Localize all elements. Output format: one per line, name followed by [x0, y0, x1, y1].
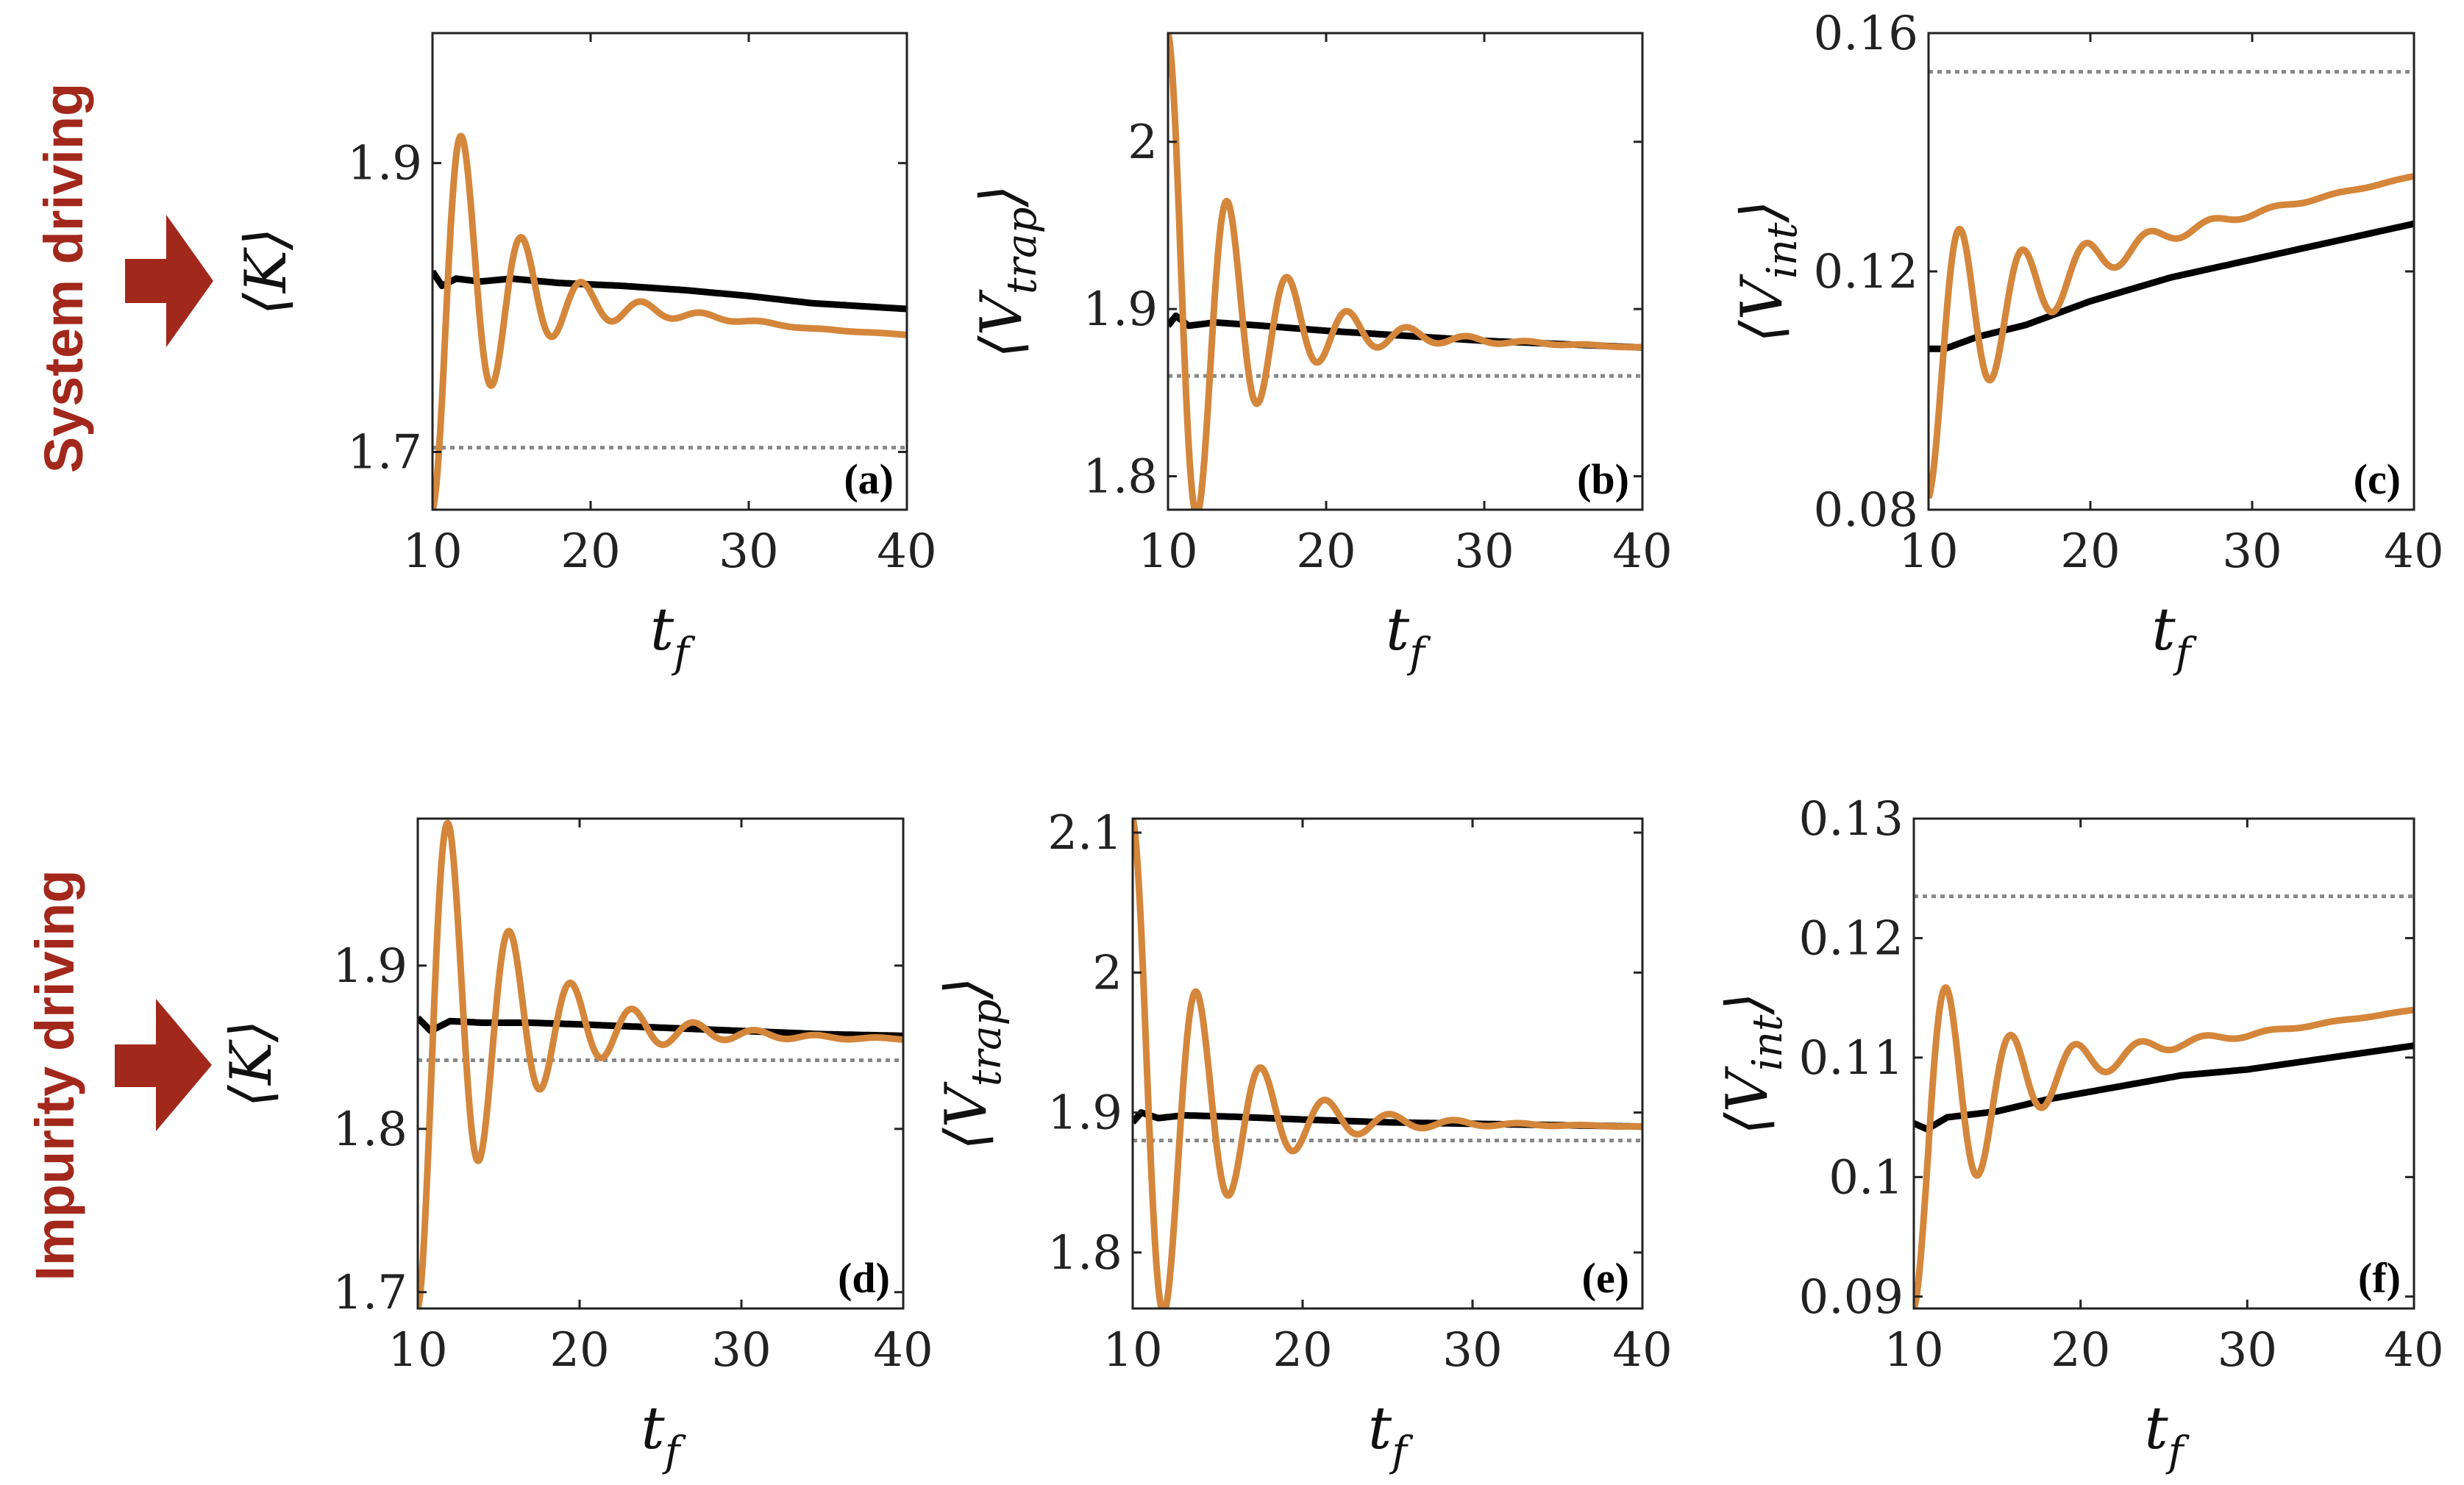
x-tick-label: 10	[1138, 524, 1197, 579]
plot-frame	[1131, 817, 1644, 1310]
x-tick-label: 10	[1884, 1323, 1943, 1378]
x-tick-label: 20	[1272, 1323, 1332, 1378]
x-tick-label: 30	[2222, 524, 2282, 579]
series-driven-line	[1133, 819, 1642, 1308]
panel-a: 10 20 30 40 1.7 1.9 tf ⟨K⟩ (a)	[233, 32, 937, 677]
y-tick-label: 1.9	[347, 137, 422, 191]
panel-label: (c)	[2354, 455, 2401, 503]
series-reference-line	[1914, 1042, 2414, 1133]
x-axis-title: tf	[2152, 595, 2198, 677]
y-tick-label: 2.1	[1047, 806, 1122, 861]
y-tick-label: 1.9	[1083, 282, 1158, 337]
series-reference-line	[1929, 220, 2414, 352]
row-label-system: System driving	[33, 83, 94, 474]
x-tick-label: 30	[1442, 1323, 1502, 1378]
panel-b: 10 20 30 40 1.8 1.9 2 tf ⟨Vtrap⟩ (b)	[969, 32, 1673, 677]
y-tick-label: 2	[1092, 946, 1122, 1000]
y-tick-label: 1.9	[332, 939, 407, 994]
x-tick-label: 30	[2218, 1323, 2277, 1378]
y-tick-label: 1.8	[1083, 450, 1158, 505]
x-tick-label: 40	[877, 524, 936, 579]
plot-frame	[431, 32, 908, 511]
y-tick-label: 0.08	[1814, 483, 1919, 538]
y-tick-label: 0.11	[1799, 1031, 1904, 1086]
panel-label: (a)	[844, 455, 894, 503]
x-tick-label: 40	[873, 1323, 933, 1378]
x-tick-label: 40	[1612, 1323, 1672, 1378]
x-axis-title: tf	[650, 595, 696, 677]
plot-frame	[1912, 817, 2415, 1310]
panel-label: (f)	[2358, 1254, 2401, 1302]
x-tick-label: 30	[1454, 524, 1514, 579]
y-tick-label: 0.1	[1829, 1150, 1904, 1205]
plot-frame	[416, 817, 905, 1310]
panel-label: (d)	[838, 1254, 890, 1302]
series-driven-line	[1914, 984, 2414, 1308]
panel-e: 10 20 30 40 1.8 1.9 2 2.1 tf ⟨Vtrap⟩ (e)	[933, 806, 1673, 1476]
x-tick-label: 20	[2060, 524, 2120, 579]
y-tick-label: 1.7	[347, 425, 422, 480]
row-label-impurity: Impurity driving	[24, 869, 85, 1281]
x-tick-label: 30	[711, 1323, 771, 1378]
x-tick-label: 20	[549, 1323, 609, 1378]
x-tick-label: 20	[2051, 1323, 2110, 1378]
series-driven-line	[1168, 33, 1642, 510]
y-axis-title: ⟨K⟩	[218, 1019, 285, 1107]
y-tick-label: 0.09	[1799, 1270, 1904, 1325]
x-tick-label: 10	[1898, 524, 1958, 579]
series-driven-line	[1929, 173, 2414, 499]
y-tick-label: 0.16	[1814, 7, 1919, 61]
panel-label: (b)	[1577, 455, 1629, 503]
plot-frame	[1167, 32, 1644, 511]
x-tick-label: 40	[1612, 524, 1672, 579]
y-tick-label: 1.8	[1047, 1226, 1122, 1281]
x-tick-label: 10	[1103, 1323, 1162, 1378]
y-tick-label: 1.8	[332, 1103, 407, 1157]
row-arrow-impurity	[115, 999, 212, 1131]
plot-frame	[1927, 32, 2415, 511]
y-tick-label: 0.13	[1799, 792, 1904, 847]
y-axis-title: ⟨K⟩	[233, 227, 299, 315]
y-tick-label: 1.9	[1047, 1086, 1122, 1141]
y-axis-title: ⟨Vtrap⟩	[969, 185, 1046, 358]
x-tick-label: 10	[402, 524, 462, 579]
row-arrow-system	[125, 215, 213, 347]
x-axis-title: tf	[641, 1394, 687, 1476]
panel-d: 10 20 30 40 1.7 1.8 1.9 tf ⟨K⟩ (d)	[218, 817, 933, 1476]
y-tick-label: 1.7	[332, 1266, 407, 1320]
y-axis-title: ⟨Vtrap⟩	[933, 977, 1011, 1150]
x-tick-label: 40	[2384, 524, 2443, 579]
panel-f: 10 20 30 40 0.09 0.1 0.11 0.12 0.13 tf ⟨Vint⟩ (f)	[1715, 792, 2444, 1476]
panel-c: 10 20 30 40 0.08 0.12 0.16 tf ⟨Vint⟩ (c)	[1729, 7, 2444, 677]
x-tick-label: 10	[388, 1323, 447, 1378]
x-axis-title: tf	[1386, 595, 1431, 677]
series-driven-line	[418, 819, 903, 1308]
y-axis-title: ⟨Vint⟩	[1715, 992, 1792, 1135]
y-axis-title: ⟨Vint⟩	[1729, 200, 1806, 343]
x-axis-title: tf	[2145, 1394, 2190, 1476]
series-driven-line	[432, 132, 907, 510]
x-tick-label: 30	[719, 524, 778, 579]
y-tick-label: 0.12	[1799, 911, 1904, 966]
panel-label: (e)	[1582, 1254, 1629, 1302]
y-tick-label: 2	[1128, 115, 1158, 170]
x-axis-title: tf	[1368, 1394, 1414, 1476]
x-tick-label: 40	[2384, 1323, 2443, 1378]
x-tick-label: 20	[560, 524, 620, 579]
y-tick-label: 0.12	[1814, 245, 1919, 299]
x-tick-label: 20	[1296, 524, 1356, 579]
